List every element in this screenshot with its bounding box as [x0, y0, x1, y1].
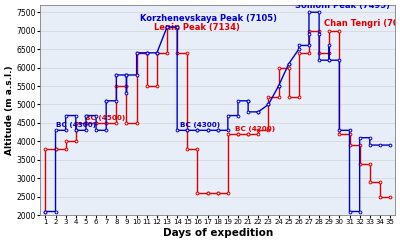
Text: BC (4300): BC (4300) [180, 122, 220, 128]
Y-axis label: Altitude (m a.s.l.): Altitude (m a.s.l.) [5, 65, 14, 155]
Text: Chan Tengri (7010): Chan Tengri (7010) [324, 19, 400, 28]
Text: BC (4200): BC (4200) [235, 126, 275, 132]
Text: Korzhenevskaya Peak (7105): Korzhenevskaya Peak (7105) [140, 14, 277, 23]
Text: BC (4500): BC (4500) [85, 115, 125, 121]
X-axis label: Days of expedition: Days of expedition [162, 228, 273, 238]
Text: Somoni Peak (7495): Somoni Peak (7495) [295, 1, 390, 10]
Text: BC (4300): BC (4300) [56, 122, 96, 128]
Text: Lenin Peak (7134): Lenin Peak (7134) [154, 23, 240, 32]
